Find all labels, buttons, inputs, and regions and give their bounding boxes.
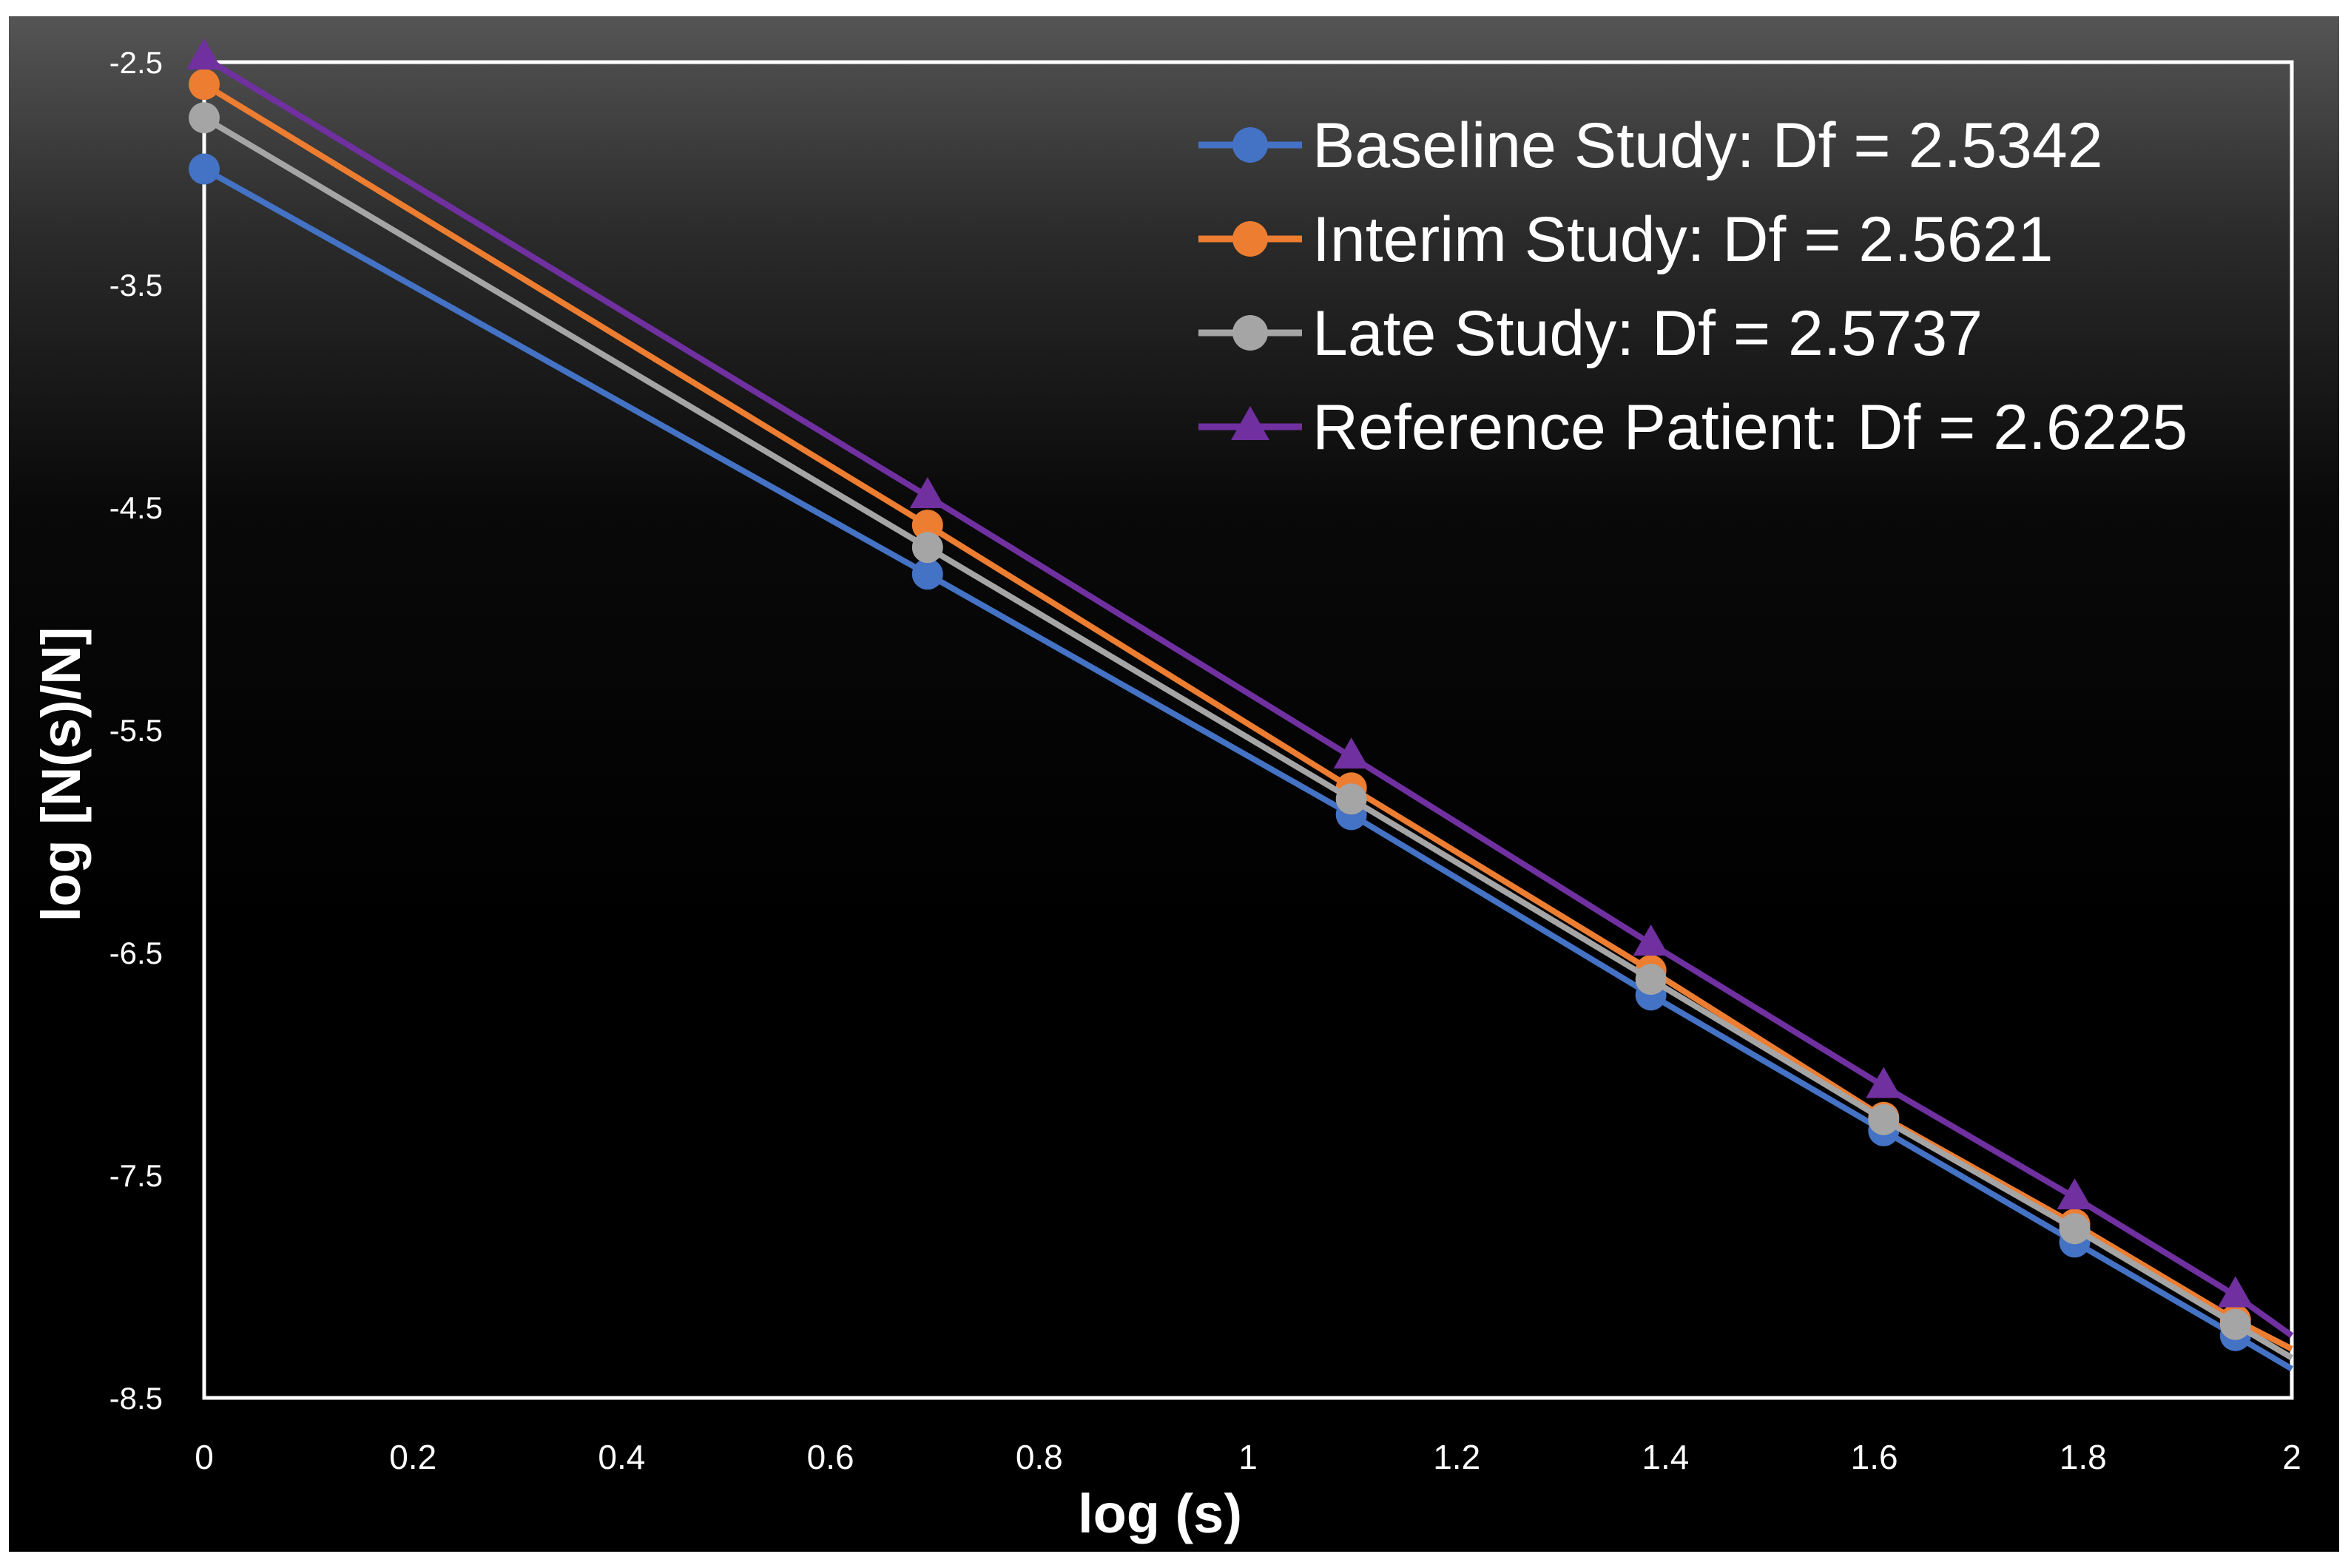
- data-point: [189, 69, 220, 101]
- legend-marker: [1232, 221, 1268, 257]
- y-tick-label: -6.5: [109, 936, 163, 970]
- legend: Baseline Study: Df = 2.5342 Interim Study…: [1198, 110, 2188, 463]
- data-point: [911, 532, 943, 564]
- x-axis-ticks: 0 0.2 0.4 0.6 0.8 1 1.2 1.4 1.6 1.8 2: [195, 1438, 2301, 1476]
- x-tick-label: 0.4: [598, 1438, 645, 1476]
- legend-item: Interim Study: Df = 2.5621: [1198, 204, 2053, 275]
- data-point: [1335, 783, 1367, 815]
- legend-label: Baseline Study: Df = 2.5342: [1312, 110, 2103, 181]
- x-tick-label: 1.2: [1433, 1438, 1480, 1476]
- data-point: [909, 476, 945, 508]
- data-point: [2217, 1276, 2253, 1308]
- legend-item: Baseline Study: Df = 2.5342: [1198, 110, 2103, 181]
- data-point: [1635, 964, 1667, 996]
- series-line: [202, 115, 2294, 1361]
- data-point: [2059, 1213, 2091, 1245]
- data-point: [186, 38, 222, 70]
- data-point: [2219, 1308, 2251, 1340]
- data-point: [1333, 737, 1369, 769]
- data-point: [911, 510, 943, 541]
- series-layer: [186, 38, 2294, 1372]
- data-point: [911, 558, 943, 590]
- x-tick-label: 1.4: [1642, 1438, 1689, 1476]
- series-line: [203, 166, 2294, 1372]
- legend-marker: [1232, 127, 1268, 163]
- x-tick-label: 1.8: [2060, 1438, 2107, 1476]
- legend-label: Reference Patient: Df = 2.6225: [1312, 392, 2188, 463]
- y-tick-label: -2.5: [109, 45, 163, 80]
- y-tick-label: -8.5: [109, 1381, 163, 1416]
- data-point: [1866, 1067, 1902, 1098]
- y-tick-label: -5.5: [109, 713, 163, 748]
- x-tick-label: 0: [195, 1438, 214, 1476]
- x-tick-label: 0.2: [389, 1438, 436, 1476]
- legend-item: Late Study: Df = 2.5737: [1198, 298, 1983, 369]
- x-tick-label: 0.8: [1016, 1438, 1063, 1476]
- legend-label: Interim Study: Df = 2.5621: [1312, 204, 2053, 275]
- legend-label: Late Study: Df = 2.5737: [1312, 298, 1983, 369]
- y-axis-ticks: -2.5 -3.5 -4.5 -5.5 -6.5 -7.5 -8.5: [109, 45, 163, 1416]
- legend-item: Reference Patient: Df = 2.6225: [1198, 392, 2188, 463]
- x-tick-label: 0.6: [807, 1438, 854, 1476]
- chart-figure: [9, 16, 2339, 1552]
- y-axis-title: log [N(s)/N]: [30, 627, 92, 922]
- legend-marker: [1232, 315, 1268, 351]
- legend-marker: [1231, 406, 1269, 440]
- x-tick-label: 1.6: [1851, 1438, 1898, 1476]
- y-tick-label: -4.5: [109, 490, 163, 525]
- y-tick-label: -3.5: [109, 268, 163, 303]
- x-axis-title: log (s): [1078, 1483, 1242, 1544]
- data-point: [1633, 924, 1669, 956]
- data-point: [2057, 1178, 2093, 1210]
- y-tick-label: -7.5: [109, 1158, 163, 1193]
- data-point: [189, 102, 220, 134]
- data-point: [1868, 1104, 1900, 1135]
- series-2: [189, 102, 2294, 1361]
- series-line: [202, 81, 2293, 1352]
- x-tick-label: 2: [2282, 1438, 2301, 1476]
- x-tick-label: 1: [1238, 1438, 1258, 1476]
- data-point: [189, 153, 220, 185]
- series-line: [202, 55, 2294, 1338]
- plot-area: [202, 60, 2294, 1400]
- series-3: [186, 38, 2294, 1338]
